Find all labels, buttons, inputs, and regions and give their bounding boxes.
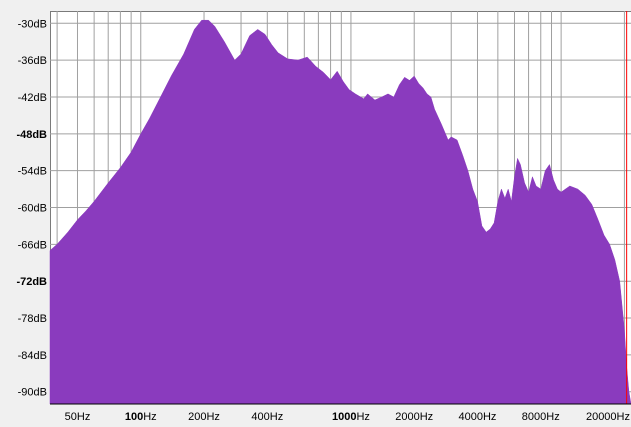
x-tick-label: 100Hz — [125, 411, 157, 423]
y-tick-label: -66dB — [18, 239, 47, 251]
x-tick-label: 400Hz — [251, 411, 283, 423]
x-tick-label-bold: 100 — [125, 411, 143, 423]
x-tick-label-text: 400Hz — [251, 411, 283, 423]
x-tick-label-text: 4000Hz — [459, 411, 497, 423]
x-tick-label: 2000Hz — [395, 411, 433, 423]
x-tick-label: 1000Hz — [332, 411, 370, 423]
x-tick-label-text: Hz — [143, 411, 156, 423]
y-tick-label: -90dB — [18, 387, 47, 399]
y-tick-label: -36dB — [18, 55, 47, 67]
x-tick-label-text: 8000Hz — [522, 411, 560, 423]
y-tick-label: -72dB — [16, 276, 47, 288]
x-tick-label: 50Hz — [65, 411, 91, 423]
x-tick-label-text: 50Hz — [65, 411, 91, 423]
x-tick-label-text: 2000Hz — [395, 411, 433, 423]
y-tick-label: -48dB — [16, 129, 47, 141]
x-tick-label-bold: 1000 — [332, 411, 356, 423]
y-tick-label: -30dB — [18, 18, 47, 30]
y-tick-label: -78dB — [18, 313, 47, 325]
y-tick-label: -54dB — [18, 166, 47, 178]
y-tick-label: -60dB — [18, 203, 47, 215]
x-tick-label: 8000Hz — [522, 411, 560, 423]
y-tick-label: -42dB — [18, 92, 47, 104]
x-tick-label: 20000Hz — [586, 411, 630, 423]
x-tick-label-text: Hz — [356, 411, 369, 423]
y-tick-label: -84dB — [18, 350, 47, 362]
x-tick-label: 200Hz — [188, 411, 220, 423]
x-tick-label-text: 200Hz — [188, 411, 220, 423]
x-tick-label-text: 20000Hz — [586, 411, 630, 423]
spectrum-area — [49, 19, 631, 405]
x-tick-label: 4000Hz — [459, 411, 497, 423]
